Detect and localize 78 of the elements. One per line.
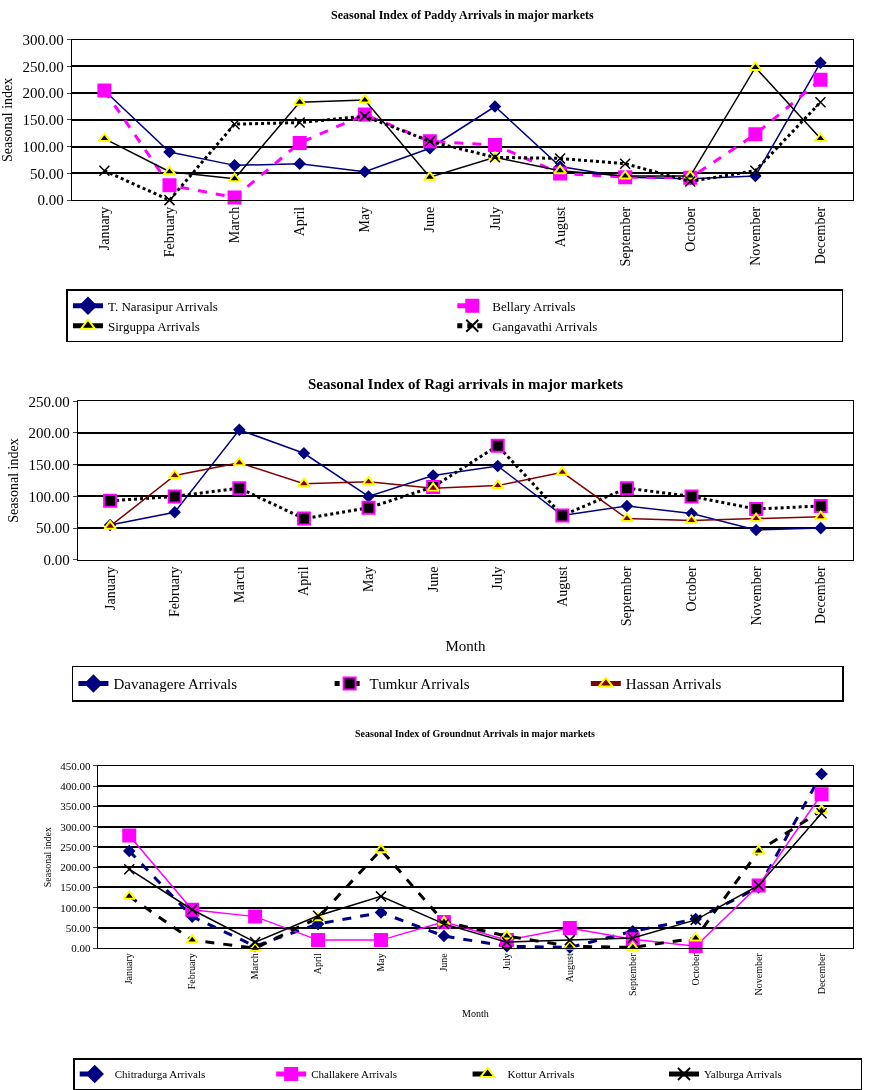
chart-title: Seasonal Index of Groundnut Arrivals in major markets — [355, 728, 596, 739]
legend-label: Yalburga Arrivals — [704, 1068, 782, 1081]
x-tick-label: August — [552, 206, 568, 248]
y-tick-label: 50.00 — [30, 165, 64, 182]
y-tick-label: 250.00 — [22, 58, 64, 75]
x-tick-label: March — [227, 206, 243, 244]
y-axis-title: Seasonal index — [0, 77, 16, 163]
y-tick-label: 250.00 — [28, 393, 70, 410]
x-tick-label: September — [627, 952, 638, 996]
legend-label: Sirguppa Arrivals — [107, 318, 200, 334]
x-tick-label: April — [296, 566, 312, 596]
x-tick-label: February — [186, 953, 198, 990]
x-tick-label: April — [292, 206, 308, 237]
x-tick-label: June — [425, 566, 441, 593]
x-tick-label: July — [487, 206, 503, 231]
y-tick-label: 250.00 — [60, 840, 92, 853]
legend-label: Gangavathi Arrivals — [492, 318, 598, 334]
x-tick-label: August — [564, 953, 576, 983]
y-axis-title: Seasonal index — [42, 826, 54, 888]
x-tick-label: October — [682, 206, 698, 252]
x-tick-label: February — [167, 566, 183, 617]
y-tick-label: 150.00 — [22, 112, 64, 129]
x-tick-label: November — [747, 206, 763, 266]
x-axis-title: Month — [445, 638, 486, 655]
x-tick-label: December — [813, 206, 829, 265]
x-tick-label: May — [361, 566, 377, 593]
x-tick-label: June — [422, 206, 438, 233]
y-tick-label: 450.00 — [60, 759, 92, 772]
y-tick-label: 50.00 — [36, 520, 70, 537]
y-tick-label: 200.00 — [22, 85, 64, 102]
x-tick-label: September — [617, 206, 633, 267]
chart-title: Seasonal Index of Paddy Arrivals in major markets — [331, 8, 595, 22]
y-tick-label: 200.00 — [28, 425, 70, 442]
y-tick-label: 100.00 — [22, 138, 64, 155]
y-tick-label: 300.00 — [22, 31, 64, 48]
x-tick-label: May — [375, 953, 387, 972]
x-tick-label: October — [689, 952, 701, 986]
y-tick-label: 150.00 — [28, 456, 70, 473]
legend-label: Hassan Arrivals — [625, 676, 722, 693]
legend-label: Davanagere Arrivals — [113, 676, 238, 693]
x-tick-label: July — [490, 566, 506, 590]
x-tick-label: February — [162, 206, 178, 258]
x-tick-label: May — [357, 206, 373, 233]
legend-label: Bellary Arrivals — [492, 298, 576, 314]
x-tick-label: December — [815, 952, 827, 995]
x-tick-label: April — [312, 953, 324, 975]
x-tick-label: December — [813, 566, 829, 624]
legend-label: T. Narasipur Arrivals — [107, 298, 218, 314]
x-tick-label: January — [123, 953, 135, 985]
x-tick-label: November — [748, 566, 764, 626]
x-tick-label: January — [96, 206, 112, 251]
y-tick-label: 300.00 — [60, 820, 92, 833]
y-tick-label: 100.00 — [60, 901, 92, 914]
legend-label: Tumkur Arrivals — [369, 676, 470, 693]
y-tick-label: 0.00 — [43, 552, 70, 569]
x-tick-label: September — [619, 566, 635, 627]
y-tick-label: 350.00 — [60, 800, 92, 813]
y-tick-label: 100.00 — [28, 488, 70, 505]
x-axis-title: Month — [462, 1008, 489, 1020]
x-tick-label: March — [249, 953, 261, 980]
x-tick-label: July — [501, 953, 513, 970]
x-tick-label: November — [752, 952, 764, 996]
legend-label: Kottur Arrivals — [507, 1068, 575, 1081]
y-tick-label: 50.00 — [65, 921, 92, 934]
x-tick-label: January — [102, 566, 118, 610]
y-tick-label: 0.00 — [71, 942, 92, 955]
legend-label: Chitradurga Arrivals — [114, 1068, 206, 1081]
chart-title: Seasonal Index of Ragi arrivals in major markets — [308, 376, 624, 392]
y-tick-label: 400.00 — [60, 780, 92, 793]
y-axis-title: Seasonal index — [6, 438, 22, 523]
y-tick-label: 150.00 — [60, 881, 92, 894]
y-tick-label: 0.00 — [37, 192, 64, 209]
y-tick-label: 200.00 — [60, 861, 92, 874]
x-tick-label: June — [438, 952, 450, 972]
x-tick-label: August — [554, 566, 570, 607]
x-tick-label: March — [231, 566, 247, 603]
x-tick-label: October — [684, 566, 700, 612]
legend-label: Challakere Arrivals — [311, 1068, 397, 1081]
